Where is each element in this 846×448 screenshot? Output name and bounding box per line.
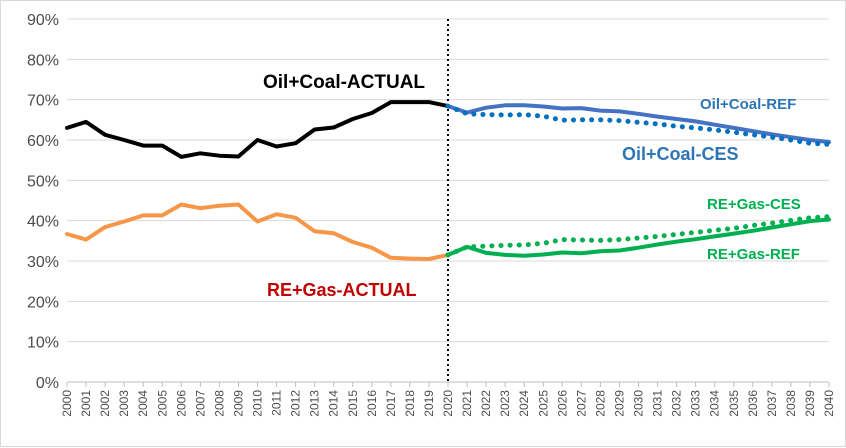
x-tick-label: 2003: [117, 390, 131, 417]
series-labels: Oil+Coal-ACTUAL Oil+Coal-REF Oil+Coal-CES R…: [263, 72, 801, 300]
x-tick-label: 2037: [765, 390, 779, 417]
x-tick-label: 2020: [441, 390, 455, 417]
x-tick-label: 2039: [803, 390, 817, 417]
y-tick-label: 80%: [27, 52, 59, 69]
x-tick-label: 2022: [479, 390, 493, 417]
x-tick-label: 2023: [498, 390, 512, 417]
x-tick-label: 2026: [555, 390, 569, 417]
x-tick-label: 2018: [403, 390, 417, 417]
y-tick-label: 30%: [27, 254, 59, 271]
x-tick-label: 2013: [308, 390, 322, 417]
x-tick-label: 2034: [708, 390, 722, 417]
series-label-re-gas-ref: RE+Gas-REF: [707, 246, 800, 263]
x-tick-label: 2016: [365, 390, 379, 417]
x-tick-label: 2014: [327, 390, 341, 417]
series-line-re-gas-ces: [445, 214, 832, 258]
x-tick-label: 2019: [422, 390, 436, 417]
x-tick-label: 2030: [632, 390, 646, 417]
series-line-oil-coal-ces: [445, 103, 832, 147]
x-tick-label: 2000: [60, 390, 74, 417]
x-tick-label: 2029: [612, 390, 626, 417]
x-tick-label: 2021: [460, 390, 474, 417]
y-tick-label: 50%: [27, 173, 59, 190]
x-tick-label: 2010: [251, 390, 265, 417]
x-tick-label: 2001: [79, 390, 93, 417]
series-line-oil-coal-ref: [446, 103, 831, 144]
x-tick-label: 2009: [231, 390, 245, 417]
x-tick-label: 2004: [136, 390, 150, 417]
x-tick-label: 2025: [536, 390, 550, 417]
y-tick-label: 90%: [27, 12, 59, 29]
series-label-oil-coal-ref: Oil+Coal-REF: [700, 96, 796, 113]
y-tick-label: 40%: [27, 214, 59, 231]
x-tick-label: 2002: [98, 390, 112, 417]
x-tick-label: 2017: [384, 390, 398, 417]
series-line-oil-coal-actual: [65, 100, 450, 159]
series-label-re-gas-ces: RE+Gas-CES: [707, 196, 801, 213]
x-tick-label: 2038: [784, 390, 798, 417]
x-tick-label: 2007: [193, 390, 207, 417]
x-tick-label: 2015: [346, 390, 360, 417]
x-tick-label: 2035: [727, 390, 741, 417]
x-tick-label: 2005: [155, 390, 169, 417]
x-tick-label: 2031: [651, 390, 665, 417]
series-label-oil-coal-actual: Oil+Coal-ACTUAL: [263, 72, 425, 93]
y-tick-label: 0%: [36, 375, 59, 392]
x-tick-label: 2032: [670, 390, 684, 417]
series-label-re-gas-actual: RE+Gas-ACTUAL: [267, 280, 417, 300]
x-tick-label: 2012: [289, 390, 303, 417]
y-tick-label: 20%: [27, 294, 59, 311]
x-tick-label: 2008: [212, 390, 226, 417]
axes: 0% 10% 20% 30% 40% 50% 60% 70% 80% 90% 2000 2001 200…: [27, 12, 836, 417]
x-tick-label: 2033: [689, 390, 703, 417]
x-tick-label: 2027: [574, 390, 588, 417]
y-tick-label: 60%: [27, 133, 59, 150]
x-tick-label: 2011: [270, 390, 284, 416]
y-tick-label: 10%: [27, 335, 59, 352]
series-line-re-gas-ref: [446, 217, 831, 258]
series-lines: [65, 100, 832, 261]
x-tick-label: 2028: [593, 390, 607, 417]
x-tick-label: 2040: [822, 390, 836, 417]
series-label-oil-coal-ces: Oil+Coal-CES: [622, 144, 739, 164]
x-tick-label: 2036: [746, 390, 760, 417]
x-tick-label: 2024: [517, 390, 531, 417]
series-line-re-gas-actual: [65, 202, 450, 261]
x-tick-label: 2006: [174, 390, 188, 417]
y-tick-label: 70%: [27, 93, 59, 110]
